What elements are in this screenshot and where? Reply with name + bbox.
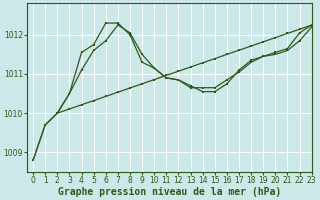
X-axis label: Graphe pression niveau de la mer (hPa): Graphe pression niveau de la mer (hPa) <box>58 186 281 197</box>
